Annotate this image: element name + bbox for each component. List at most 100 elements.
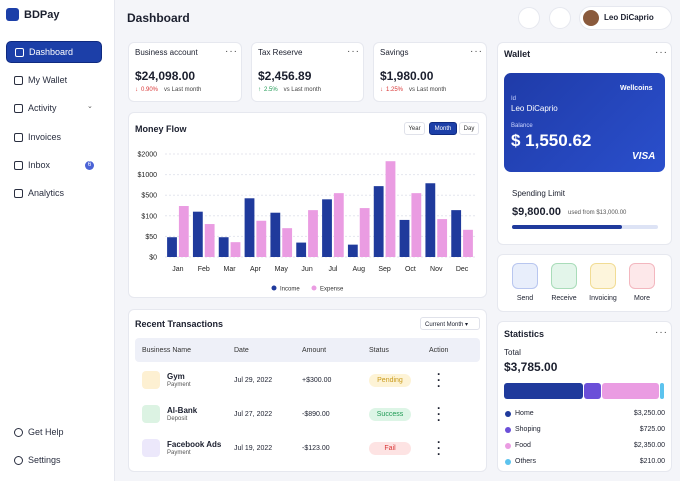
bar <box>322 199 332 257</box>
row-amount: -$123.00 <box>302 445 330 452</box>
action-button[interactable] <box>551 263 577 289</box>
nav-icon <box>14 75 23 85</box>
action-button[interactable] <box>512 263 538 289</box>
more-button[interactable]: ··· <box>347 46 360 57</box>
row-amount: -$890.00 <box>302 411 330 418</box>
trend-arrow: ↓ <box>135 87 138 93</box>
limit-note: used from $13,000.00 <box>568 210 627 216</box>
stat-segment <box>601 383 659 399</box>
x-tick-label: Feb <box>198 266 210 273</box>
nav-icon <box>14 455 23 465</box>
stat-name: Food <box>515 442 531 449</box>
y-tick-label: $500 <box>141 193 157 200</box>
column-header: Action <box>429 347 449 354</box>
x-tick-label: Aug <box>353 266 366 273</box>
nav-label: Analytics <box>28 188 65 198</box>
y-tick-label: $0 <box>149 255 157 262</box>
filter-dropdown[interactable]: Current Month ▾ <box>420 317 480 330</box>
row-action[interactable]: · · · <box>437 401 441 427</box>
row-name: Al-Bank <box>167 406 198 415</box>
card-note: vs Last month <box>409 87 447 93</box>
card-id-label: Id <box>511 96 517 102</box>
action-button[interactable] <box>590 263 616 289</box>
more-button[interactable]: ··· <box>655 327 668 338</box>
card-amount: $2,456.89 <box>258 69 312 83</box>
row-action[interactable]: · · · <box>437 435 441 461</box>
action-label: Invoicing <box>589 295 617 302</box>
x-tick-label: Jun <box>301 266 312 273</box>
x-tick-label: Apr <box>250 266 262 273</box>
nav-item[interactable]: Analytics <box>6 182 102 204</box>
action-label: Send <box>516 295 534 302</box>
stat-segment <box>504 383 584 399</box>
nav-item[interactable]: Inbox <box>6 154 102 176</box>
bar <box>192 211 203 257</box>
action-button[interactable] <box>629 263 655 289</box>
bar <box>399 219 410 257</box>
period-button[interactable]: Day <box>459 122 479 135</box>
bar <box>218 237 229 257</box>
status-pill: Success <box>369 408 411 421</box>
card-brand: Wellcoins <box>620 85 653 92</box>
user-name: Leo DiCaprio <box>604 13 654 22</box>
bar <box>244 198 255 257</box>
card-title: Tax Reserve <box>258 48 303 57</box>
nav-item[interactable]: Settings <box>6 449 102 471</box>
nav-chevron: ⌄ <box>87 103 93 110</box>
page-title: Dashboard <box>127 11 190 25</box>
card-note: vs Last month <box>283 87 321 93</box>
bar <box>178 206 189 257</box>
x-tick-label: Sep <box>378 266 391 273</box>
card-change: 0.90% <box>141 87 159 93</box>
notification-button[interactable] <box>549 7 571 29</box>
stat-segment <box>584 383 601 399</box>
search-button[interactable] <box>518 7 540 29</box>
stat-name: Shoping <box>515 426 541 433</box>
bar <box>230 242 241 257</box>
row-action[interactable]: · · · <box>437 367 441 393</box>
legend-label: Income <box>280 287 300 293</box>
summary-card <box>128 42 242 102</box>
more-button[interactable]: ··· <box>655 47 668 58</box>
period-button[interactable]: Month <box>429 122 457 135</box>
bar <box>385 161 396 257</box>
card-amount: $24,098.00 <box>135 69 196 83</box>
nav-icon <box>14 188 23 198</box>
table-header <box>135 338 480 362</box>
row-date: Jul 19, 2022 <box>234 445 273 452</box>
period-button[interactable]: Year <box>404 122 425 135</box>
nav-item[interactable]: Get Help <box>6 421 102 443</box>
stat-segment <box>659 383 664 399</box>
bar <box>167 237 177 257</box>
panel-title: Statistics <box>504 329 545 339</box>
nav-icon <box>14 132 23 142</box>
bar <box>282 228 293 257</box>
more-button[interactable]: ··· <box>470 46 483 57</box>
trend-arrow: ↑ <box>258 87 261 93</box>
total-label: Total <box>504 348 521 357</box>
sidebar <box>0 0 115 481</box>
x-tick-label: Jul <box>328 266 337 273</box>
stat-dot <box>505 443 511 449</box>
nav-item[interactable]: Invoices <box>6 126 102 148</box>
nav-item[interactable]: My Wallet <box>6 69 102 91</box>
filter-label: Current Month <box>425 322 464 328</box>
row-icon <box>142 439 160 457</box>
row-date: Jul 27, 2022 <box>234 411 273 418</box>
limit-used: $9,800.00 <box>512 206 561 218</box>
summary-card <box>251 42 364 102</box>
balance-label: Balance <box>511 123 533 129</box>
card-network: VISA <box>632 151 656 162</box>
nav-item[interactable]: Dashboard <box>6 41 102 63</box>
bar <box>204 224 215 257</box>
more-button[interactable]: ··· <box>225 46 238 57</box>
row-icon <box>142 371 160 389</box>
x-tick-label: Mar <box>224 266 237 273</box>
card-note: vs Last month <box>164 87 202 93</box>
legend-label: Expense <box>320 287 344 293</box>
nav-item[interactable]: Activity <box>6 97 102 119</box>
stat-dot <box>505 459 511 465</box>
nav-icon <box>15 47 24 57</box>
brand: BDPay <box>24 9 60 21</box>
